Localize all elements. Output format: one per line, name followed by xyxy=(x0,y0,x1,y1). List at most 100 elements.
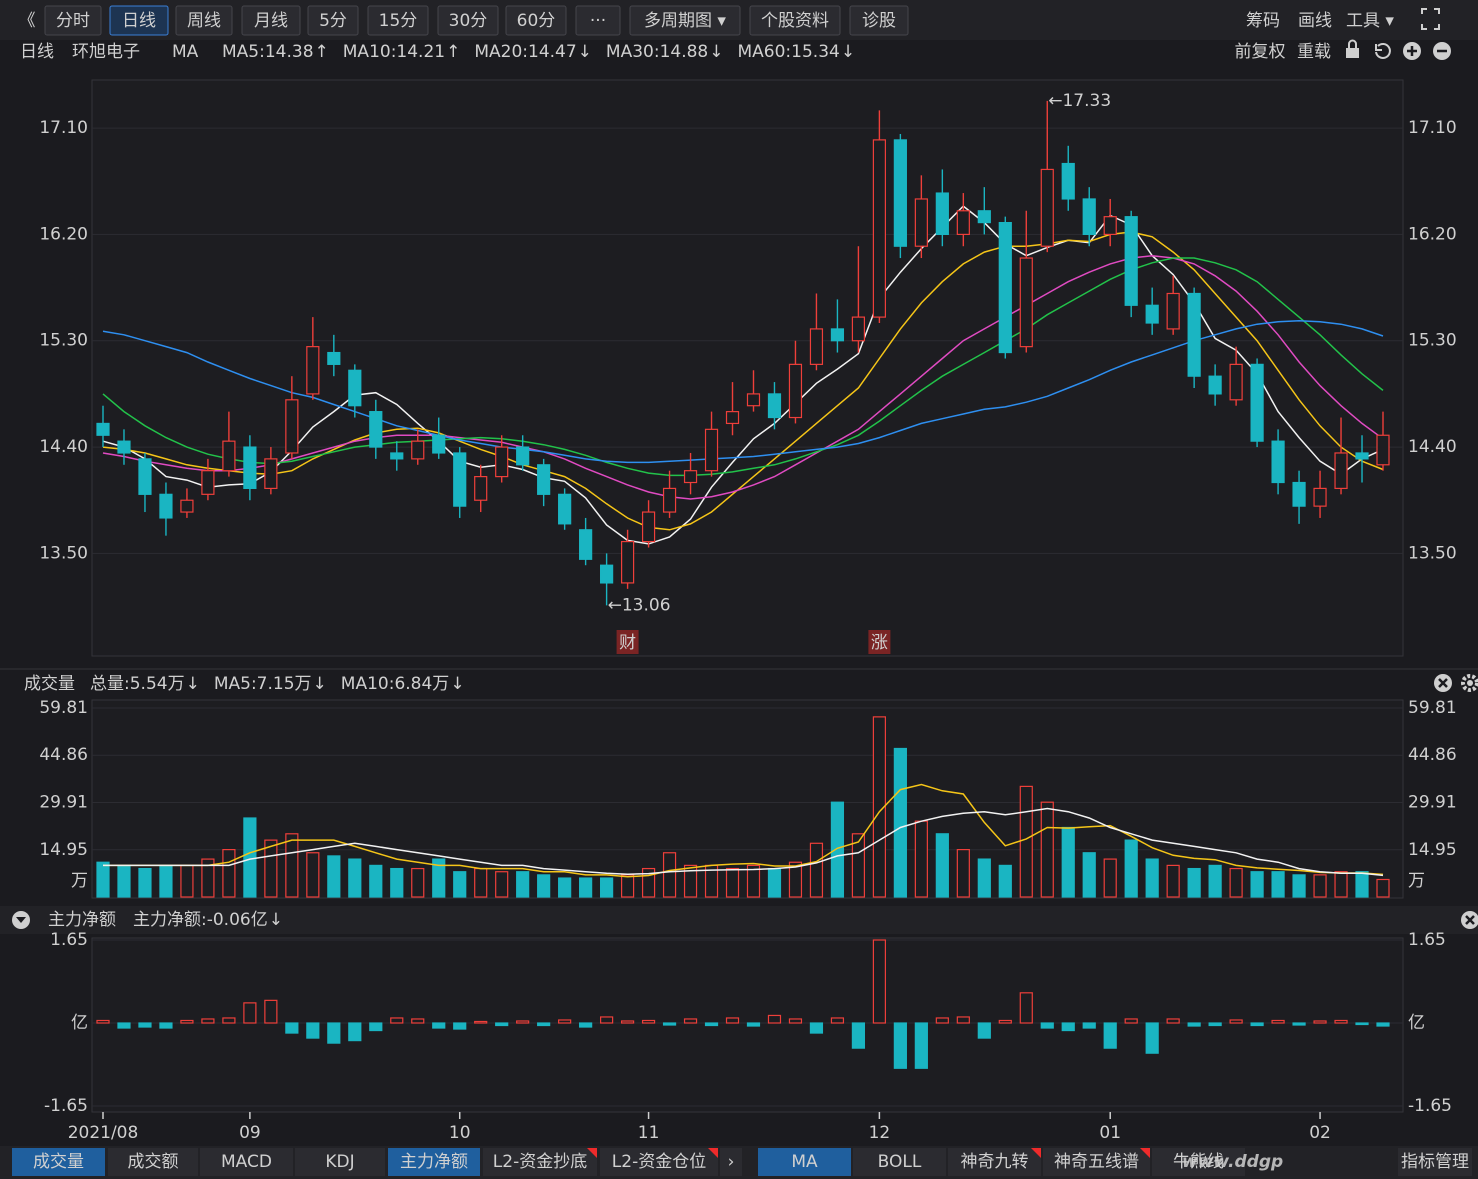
tab[interactable] xyxy=(200,1148,293,1176)
candle-body xyxy=(620,540,635,584)
toolbar-right[interactable]: 筹码 xyxy=(1246,11,1280,31)
toolbar-button[interactable] xyxy=(629,5,741,36)
toolbar-button[interactable] xyxy=(505,5,567,36)
tab-label[interactable]: 神奇五线谱 xyxy=(1054,1152,1139,1172)
y-tick-label: 1.65 xyxy=(50,930,88,950)
event-label[interactable]: 财 xyxy=(619,633,636,653)
tab-label[interactable]: BOLL xyxy=(878,1152,922,1172)
tab-label[interactable]: L2-资金抄底 xyxy=(493,1152,587,1172)
collapse-netflow[interactable] xyxy=(12,911,30,929)
toolbar-button[interactable] xyxy=(307,5,359,36)
candle-body xyxy=(264,458,278,490)
tab-label[interactable]: 牛熊线 xyxy=(1173,1152,1224,1172)
tab[interactable] xyxy=(388,1148,480,1176)
tab[interactable] xyxy=(108,1148,198,1176)
tab-label[interactable]: 主力净额 xyxy=(400,1152,468,1172)
tab[interactable] xyxy=(758,1148,851,1176)
stock-name: 环旭电子 xyxy=(72,42,140,62)
tab[interactable] xyxy=(483,1148,597,1176)
volume-bar xyxy=(180,864,194,898)
toolbar-button[interactable] xyxy=(437,5,499,36)
candle-body xyxy=(1103,216,1117,236)
tab[interactable] xyxy=(1043,1148,1150,1176)
netflow-bar xyxy=(1187,1022,1201,1027)
tab[interactable] xyxy=(720,1148,742,1176)
netflow-bar xyxy=(1082,1022,1096,1029)
toolbar-label[interactable]: 15分 xyxy=(379,11,418,31)
volume-bar xyxy=(285,833,299,898)
event-badge[interactable] xyxy=(616,630,639,654)
toolbar-button[interactable] xyxy=(849,5,909,36)
toolbar-label[interactable]: 个股资料 xyxy=(761,11,829,31)
lock-icon[interactable] xyxy=(1346,39,1359,58)
undo-icon[interactable] xyxy=(1375,43,1391,59)
volume-bar xyxy=(725,867,740,898)
settings-icon[interactable] xyxy=(1461,674,1478,692)
netflow-bar xyxy=(579,1022,593,1028)
toolbar-button[interactable] xyxy=(175,5,233,36)
zoom-out-icon[interactable] xyxy=(1433,42,1451,60)
netflow-bar xyxy=(914,1022,928,1069)
info-right[interactable]: 前复权 xyxy=(1235,42,1286,62)
fullscreen-icon[interactable] xyxy=(1421,8,1440,30)
tab-label[interactable]: L2-资金仓位 xyxy=(612,1152,706,1172)
tab-label[interactable]: 神奇九转 xyxy=(961,1152,1029,1172)
toolbar-label[interactable]: 分时 xyxy=(56,11,90,31)
netflow-bar xyxy=(746,1022,761,1027)
tab[interactable] xyxy=(12,1148,105,1176)
candle-body xyxy=(138,458,152,495)
toolbar-button[interactable] xyxy=(44,5,102,36)
toolbar-label[interactable]: 30分 xyxy=(449,11,488,31)
toolbar-label[interactable]: 诊股 xyxy=(862,11,896,31)
tab-label[interactable]: MACD xyxy=(221,1152,272,1172)
tab-label[interactable]: › xyxy=(728,1152,735,1172)
toolbar-label[interactable]: 月线 xyxy=(254,11,288,31)
toolbar-label[interactable]: 周线 xyxy=(187,11,221,31)
tab-label[interactable]: 成交量 xyxy=(33,1152,84,1172)
info-right[interactable]: 重载 xyxy=(1297,42,1331,62)
toolbar-label[interactable]: 多周期图 ▾ xyxy=(644,11,726,31)
toolbar-button[interactable] xyxy=(575,5,621,36)
netflow-bar xyxy=(1355,1022,1369,1026)
tab-label[interactable]: MA xyxy=(791,1152,818,1172)
y-tick-label-right: 17.10 xyxy=(1408,118,1457,138)
tab[interactable] xyxy=(948,1148,1041,1176)
toolbar-label[interactable]: 日线 xyxy=(122,11,156,31)
y-tick-label-right: 14.40 xyxy=(1408,437,1457,457)
netflow-bar xyxy=(683,1018,698,1024)
close-volume[interactable] xyxy=(1434,674,1452,692)
tab[interactable] xyxy=(1152,1148,1245,1176)
volume-bar xyxy=(432,858,446,898)
tab[interactable] xyxy=(600,1148,718,1176)
event-label[interactable]: 涨 xyxy=(871,633,888,653)
toolbar-button[interactable] xyxy=(241,5,301,36)
toolbar-label[interactable]: ··· xyxy=(590,11,606,31)
toolbar-label[interactable]: 60分 xyxy=(517,11,556,31)
netflow-bar xyxy=(180,1019,194,1024)
toolbar-right[interactable]: 画线 xyxy=(1298,11,1332,31)
tab-label[interactable]: 成交额 xyxy=(128,1152,179,1172)
y-tick-label: 59.81 xyxy=(39,698,88,718)
tab-label[interactable]: 指标管理 xyxy=(1401,1152,1469,1172)
volume-bar xyxy=(96,861,110,898)
toolbar-label[interactable]: 《 xyxy=(19,11,36,31)
toolbar-label[interactable]: 5分 xyxy=(319,11,347,31)
close-netflow[interactable] xyxy=(1461,911,1478,929)
netflow-bar xyxy=(1292,1022,1306,1026)
toolbar-button[interactable] xyxy=(749,5,841,36)
toolbar-button[interactable] xyxy=(367,5,429,36)
volume-bar xyxy=(662,852,677,898)
toolbar-button[interactable] xyxy=(109,5,169,36)
tab-label[interactable]: KDJ xyxy=(325,1152,354,1172)
tab[interactable] xyxy=(853,1148,946,1176)
tab-flag xyxy=(1031,1148,1041,1158)
tab[interactable] xyxy=(1398,1148,1472,1176)
x-tick-label: 10 xyxy=(449,1123,471,1143)
volume-bar xyxy=(767,867,782,898)
netflow-bar xyxy=(998,1019,1012,1024)
tab[interactable] xyxy=(295,1148,385,1176)
event-badge[interactable] xyxy=(868,630,891,654)
toolbar-right[interactable]: 工具 ▾ xyxy=(1346,11,1394,31)
zoom-in-icon[interactable] xyxy=(1403,42,1421,60)
